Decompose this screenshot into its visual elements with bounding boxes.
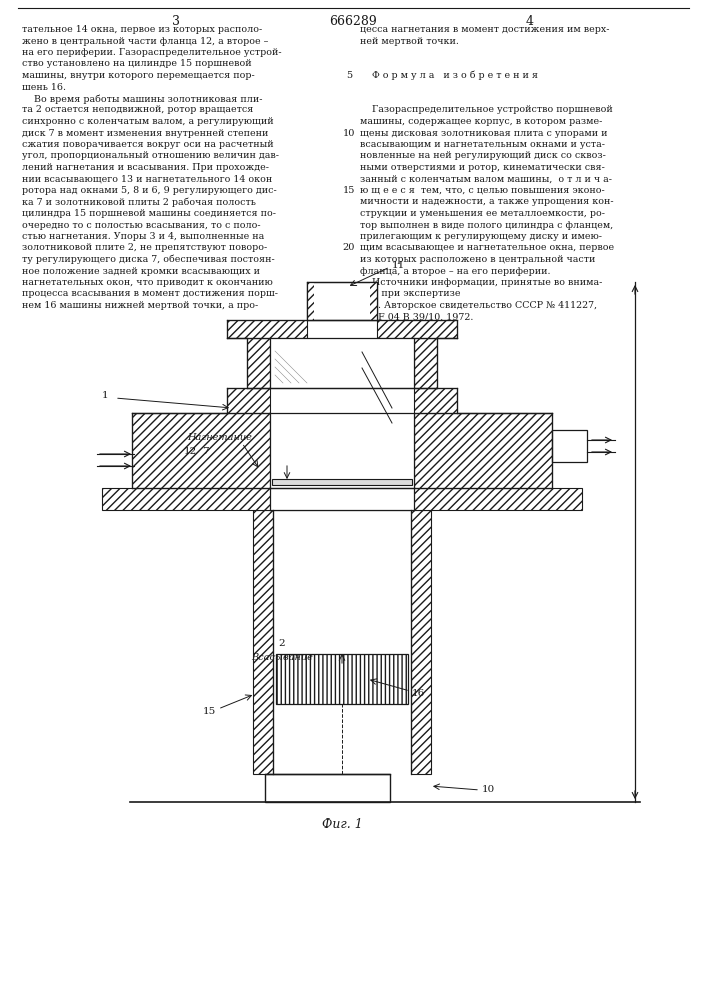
Text: угол, пропорциональный отношению величин дав-: угол, пропорциональный отношению величин… — [22, 151, 279, 160]
Text: 10: 10 — [343, 128, 355, 137]
Bar — [270, 488, 414, 510]
Text: Газораспределительное устройство поршневой: Газораспределительное устройство поршнев… — [360, 105, 613, 114]
Bar — [307, 282, 314, 320]
Text: ное положение задней кромки всасывающих и: ное положение задней кромки всасывающих … — [22, 266, 260, 275]
Text: новленные на ней регулирующий диск со сквоз-: новленные на ней регулирующий диск со ск… — [360, 151, 606, 160]
Text: ротора над окнами 5, 8 и 6, 9 регулирующего дис-: ротора над окнами 5, 8 и 6, 9 регулирующ… — [22, 186, 276, 195]
Text: 1: 1 — [101, 391, 108, 400]
Text: прилегающим к регулирующему диску и имею-: прилегающим к регулирующему диску и имею… — [360, 232, 602, 241]
Text: 5: 5 — [346, 71, 352, 80]
Text: очередно то с полостью всасывания, то с поло-: очередно то с полостью всасывания, то с … — [22, 221, 261, 230]
Bar — [227, 320, 307, 338]
Bar — [253, 510, 273, 774]
Text: на его периферии. Газораспределительное устрой-: на его периферии. Газораспределительное … — [22, 48, 281, 57]
Bar — [552, 430, 587, 462]
Text: машины, внутри которого перемещается пор-: машины, внутри которого перемещается пор… — [22, 71, 255, 80]
Text: 12: 12 — [183, 448, 197, 456]
Text: жено в центральной части фланца 12, а второе –: жено в центральной части фланца 12, а вт… — [22, 36, 269, 45]
Text: мичности и надежности, а также упрощения кон-: мичности и надежности, а также упрощения… — [360, 198, 614, 207]
Text: ние при экспертизе: ние при экспертизе — [360, 290, 460, 298]
Text: 15: 15 — [203, 706, 216, 716]
Text: щены дисковая золотниковая плита с упорами и: щены дисковая золотниковая плита с упора… — [360, 128, 607, 137]
Text: струкции и уменьшения ее металлоемкости, ро-: струкции и уменьшения ее металлоемкости,… — [360, 209, 605, 218]
Text: 2: 2 — [279, 640, 286, 648]
Bar — [273, 510, 411, 774]
Text: Всасывание: Всасывание — [251, 654, 313, 662]
Text: процесса всасывания в момент достижения порш-: процесса всасывания в момент достижения … — [22, 290, 278, 298]
Text: ю щ е е с я  тем, что, с целью повышения эконо-: ю щ е е с я тем, что, с целью повышения … — [360, 186, 604, 195]
Bar — [102, 488, 582, 510]
Text: щим всасывающее и нагнетательное окна, первое: щим всасывающее и нагнетательное окна, п… — [360, 243, 614, 252]
Text: цесса нагнетания в момент достижения им верх-: цесса нагнетания в момент достижения им … — [360, 25, 609, 34]
Text: сжатия поворачивается вокруг оси на расчетный: сжатия поворачивается вокруг оси на расч… — [22, 140, 274, 149]
Bar — [247, 338, 270, 388]
Text: Во время работы машины золотниковая пли-: Во время работы машины золотниковая пли- — [22, 94, 262, 104]
Bar — [370, 282, 377, 320]
Bar — [132, 413, 270, 488]
Text: 4: 4 — [526, 15, 534, 28]
Text: из которых расположено в центральной части: из которых расположено в центральной час… — [360, 255, 595, 264]
Bar — [414, 388, 457, 413]
Text: нем 16 машины нижней мертвой точки, а про-: нем 16 машины нижней мертвой точки, а пр… — [22, 301, 258, 310]
Text: шень 16.: шень 16. — [22, 83, 66, 92]
Text: стью нагнетания. Упоры 3 и 4, выполненные на: стью нагнетания. Упоры 3 и 4, выполненны… — [22, 232, 264, 241]
Text: лений нагнетания и всасывания. При прохожде-: лений нагнетания и всасывания. При прохо… — [22, 163, 269, 172]
Text: золотниковой плите 2, не препятствуют поворо-: золотниковой плите 2, не препятствуют по… — [22, 243, 267, 252]
Text: Ф о р м у л а   и з о б р е т е н и я: Ф о р м у л а и з о б р е т е н и я — [360, 71, 538, 81]
Text: ней мертвой точки.: ней мертвой точки. — [360, 36, 459, 45]
Text: 10: 10 — [482, 786, 495, 794]
Text: кл. F 04 В 39/10, 1972.: кл. F 04 В 39/10, 1972. — [360, 312, 474, 322]
Text: ка 7 и золотниковой плиты 2 рабочая полость: ка 7 и золотниковой плиты 2 рабочая поло… — [22, 198, 256, 207]
Bar — [414, 413, 552, 488]
Text: 1. Авторское свидетельство СССР № 411227,: 1. Авторское свидетельство СССР № 411227… — [360, 301, 597, 310]
Text: та 2 остается неподвижной, ротор вращается: та 2 остается неподвижной, ротор вращает… — [22, 105, 253, 114]
Text: 16: 16 — [412, 688, 425, 698]
Text: машины, содержащее корпус, в котором разме-: машины, содержащее корпус, в котором раз… — [360, 117, 602, 126]
Bar — [307, 282, 377, 320]
Bar — [270, 338, 414, 388]
Text: 666289: 666289 — [329, 15, 377, 28]
Text: Нагнетание: Нагнетание — [187, 434, 252, 442]
Text: тательное 14 окна, первое из которых располо-: тательное 14 окна, первое из которых рас… — [22, 25, 262, 34]
Bar — [227, 388, 270, 413]
Text: нагнетательных окон, что приводит к окончанию: нагнетательных окон, что приводит к окон… — [22, 278, 273, 287]
Text: 20: 20 — [343, 243, 355, 252]
Text: Фиг. 1: Фиг. 1 — [322, 818, 363, 830]
Text: Источники информации, принятые во внима-: Источники информации, принятые во внима- — [360, 278, 602, 287]
Text: 11: 11 — [392, 261, 405, 270]
Bar — [265, 774, 390, 802]
Text: ту регулирующего диска 7, обеспечивая постоян-: ту регулирующего диска 7, обеспечивая по… — [22, 255, 275, 264]
Bar — [270, 413, 414, 488]
Text: фланца, а второе – на его периферии.: фланца, а второе – на его периферии. — [360, 266, 551, 275]
Text: тор выполнен в виде полого цилиндра с фланцем,: тор выполнен в виде полого цилиндра с фл… — [360, 221, 613, 230]
Text: цилиндра 15 поршневой машины соединяется по-: цилиндра 15 поршневой машины соединяется… — [22, 209, 276, 218]
Text: ство установлено на цилиндре 15 поршневой: ство установлено на цилиндре 15 поршнево… — [22, 60, 252, 68]
Text: ными отверстиями и ротор, кинематически свя-: ными отверстиями и ротор, кинематически … — [360, 163, 605, 172]
Text: 15: 15 — [343, 186, 355, 195]
Bar — [411, 510, 431, 774]
Bar — [414, 338, 437, 388]
Text: всасывающим и нагнетательным окнами и уста-: всасывающим и нагнетательным окнами и ус… — [360, 140, 605, 149]
Text: 7: 7 — [201, 448, 209, 456]
Bar — [377, 320, 457, 338]
Text: нии всасывающего 13 и нагнетательного 14 окон: нии всасывающего 13 и нагнетательного 14… — [22, 174, 272, 184]
Bar — [272, 479, 412, 485]
Text: диск 7 в момент изменения внутренней степени: диск 7 в момент изменения внутренней сте… — [22, 128, 269, 137]
Text: 3: 3 — [172, 15, 180, 28]
Text: синхронно с коленчатым валом, а регулирующий: синхронно с коленчатым валом, а регулиру… — [22, 117, 274, 126]
Bar — [276, 654, 408, 704]
Text: занный с коленчатым валом машины,  о т л и ч а-: занный с коленчатым валом машины, о т л … — [360, 174, 612, 184]
